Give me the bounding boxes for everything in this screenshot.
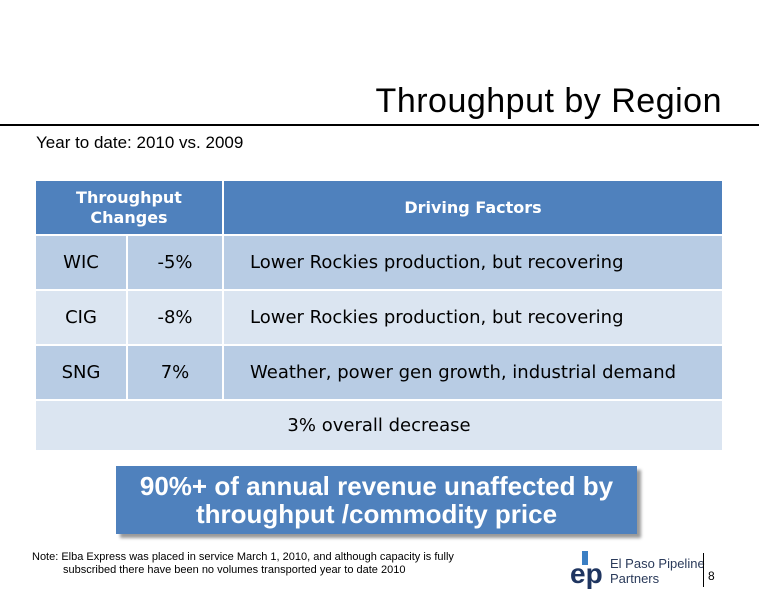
logo-divider <box>703 553 704 587</box>
factor-cell: Lower Rockies production, but recovering <box>222 234 724 291</box>
throughput-table: Throughput Changes Driving Factors WIC -… <box>34 179 724 452</box>
callout-line-1: 90%+ of annual revenue unaffected by <box>139 471 614 501</box>
logo-wordmark: El Paso Pipeline Partners <box>610 556 705 586</box>
change-cell: -8% <box>126 289 224 346</box>
change-cell: 7% <box>126 344 224 401</box>
table-header-row: Throughput Changes Driving Factors <box>34 179 724 236</box>
slide-subtitle: Year to date: 2010 vs. 2009 <box>36 133 244 152</box>
table-row: SNG 7% Weather, power gen growth, indust… <box>34 344 724 401</box>
page-number: 8 <box>708 569 715 583</box>
table-row: WIC -5% Lower Rockies production, but re… <box>34 234 724 291</box>
table-summary-row: 3% overall decrease <box>34 399 724 452</box>
title-divider <box>0 124 759 126</box>
footnote: Note: Elba Express was placed in service… <box>32 551 542 577</box>
header-driving-factors: Driving Factors <box>222 179 724 236</box>
table-row: CIG -8% Lower Rockies production, but re… <box>34 289 724 346</box>
header-throughput-changes: Throughput Changes <box>34 179 224 236</box>
logo-line-1: El Paso Pipeline <box>610 556 705 571</box>
region-cell: WIC <box>34 234 128 291</box>
footnote-line-1: Note: Elba Express was placed in service… <box>32 551 454 563</box>
el-paso-logo-icon: ep <box>570 551 603 589</box>
footnote-line-2: subscribed there have been no volumes tr… <box>63 564 406 576</box>
region-cell: SNG <box>34 344 128 401</box>
revenue-callout: 90%+ of annual revenue unaffected by thr… <box>116 466 637 534</box>
slide-title: Throughput by Region <box>375 82 722 120</box>
change-cell: -5% <box>126 234 224 291</box>
callout-line-2: throughput /commodity price <box>195 499 558 529</box>
logo-mark: ep <box>570 558 603 589</box>
logo-line-2: Partners <box>610 571 660 586</box>
factor-cell: Weather, power gen growth, industrial de… <box>222 344 724 401</box>
region-cell: CIG <box>34 289 128 346</box>
overall-cell: 3% overall decrease <box>34 399 724 452</box>
factor-cell: Lower Rockies production, but recovering <box>222 289 724 346</box>
